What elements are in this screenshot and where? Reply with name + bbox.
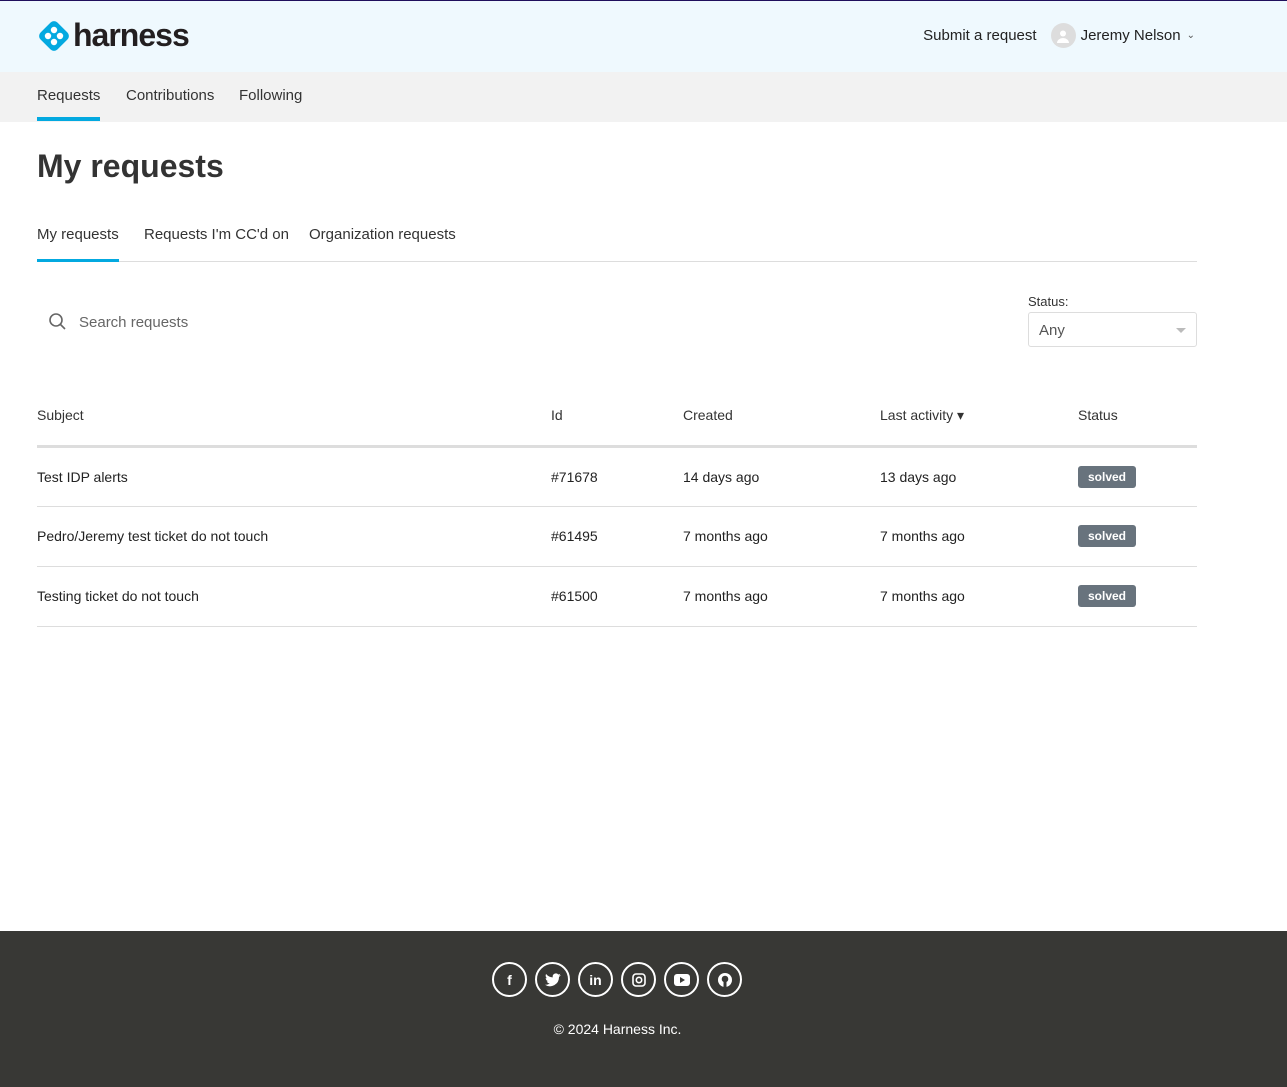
status-filter-value: Any <box>1039 322 1065 339</box>
page-title: My requests <box>37 148 224 184</box>
status-filter-label: Status: <box>1028 294 1069 309</box>
cell-last-activity: 7 months ago <box>880 506 1078 567</box>
tab-organization-requests[interactable]: Organization requests <box>309 226 456 243</box>
tab-my-requests[interactable]: My requests <box>37 226 119 262</box>
footer: f in © 2024 Harness Inc. <box>0 931 1287 1087</box>
logo-text: harness <box>73 17 190 53</box>
dropdown-arrow-icon <box>1176 328 1186 333</box>
youtube-icon[interactable] <box>664 962 699 997</box>
nav-following[interactable]: Following <box>239 87 303 104</box>
cell-subject[interactable]: Testing ticket do not touch <box>37 566 551 627</box>
linkedin-icon[interactable]: in <box>578 962 613 997</box>
submit-request-link[interactable]: Submit a request <box>923 27 1037 44</box>
status-badge: solved <box>1078 465 1137 488</box>
status-badge: solved <box>1078 585 1137 607</box>
harness-logo-icon <box>39 20 69 51</box>
main-nav: Requests Contributions Following <box>0 72 1287 122</box>
cell-id: #61495 <box>551 506 683 567</box>
status-filter-select[interactable]: Any <box>1028 312 1197 347</box>
status-badge: solved <box>1078 525 1137 547</box>
cell-created: 14 days ago <box>683 446 880 507</box>
col-created[interactable]: Created <box>683 386 880 448</box>
cell-last-activity: 7 months ago <box>880 566 1078 627</box>
cell-status: solved <box>1078 506 1197 567</box>
requests-table: Subject Id Created Last activity ▾ Statu… <box>37 386 1197 627</box>
nav-requests[interactable]: Requests <box>37 87 101 121</box>
cell-created: 7 months ago <box>683 566 880 627</box>
github-icon[interactable] <box>707 962 742 997</box>
table-row[interactable]: Test IDP alerts #71678 14 days ago 13 da… <box>37 446 1197 507</box>
col-subject[interactable]: Subject <box>37 386 551 448</box>
col-id[interactable]: Id <box>551 386 683 448</box>
col-last-activity[interactable]: Last activity ▾ <box>880 386 1078 448</box>
cell-subject[interactable]: Test IDP alerts <box>37 446 551 507</box>
cell-status: solved <box>1078 446 1197 507</box>
table-row[interactable]: Testing ticket do not touch #61500 7 mon… <box>37 566 1197 627</box>
search-icon <box>49 313 66 330</box>
tab-ccd-requests[interactable]: Requests I'm CC'd on <box>144 226 289 243</box>
twitter-icon[interactable] <box>535 962 570 997</box>
avatar[interactable] <box>1050 23 1076 48</box>
table-row[interactable]: Pedro/Jeremy test ticket do not touch #6… <box>37 506 1197 567</box>
cell-id: #71678 <box>551 446 683 507</box>
cell-created: 7 months ago <box>683 506 880 567</box>
cell-id: #61500 <box>551 566 683 627</box>
col-status[interactable]: Status <box>1078 386 1197 448</box>
chevron-down-icon[interactable]: ⌄ <box>1186 30 1195 41</box>
nav-contributions[interactable]: Contributions <box>126 87 215 104</box>
search-input[interactable] <box>79 313 379 331</box>
cell-subject[interactable]: Pedro/Jeremy test ticket do not touch <box>37 506 551 567</box>
search-box <box>37 305 437 339</box>
harness-logo[interactable]: harness <box>37 17 190 54</box>
header: harness Submit a request Jeremy Nelson ⌄ <box>0 0 1287 72</box>
copyright: © 2024 Harness Inc. <box>553 1021 682 1037</box>
cell-status: solved <box>1078 566 1197 627</box>
cell-last-activity: 13 days ago <box>880 446 1078 507</box>
instagram-icon[interactable] <box>621 962 656 997</box>
request-tabs: My requests Requests I'm CC'd on Organiz… <box>37 226 1197 262</box>
user-icon <box>1057 30 1070 43</box>
facebook-icon[interactable]: f <box>492 962 527 997</box>
user-menu[interactable]: Jeremy Nelson <box>1080 27 1181 44</box>
